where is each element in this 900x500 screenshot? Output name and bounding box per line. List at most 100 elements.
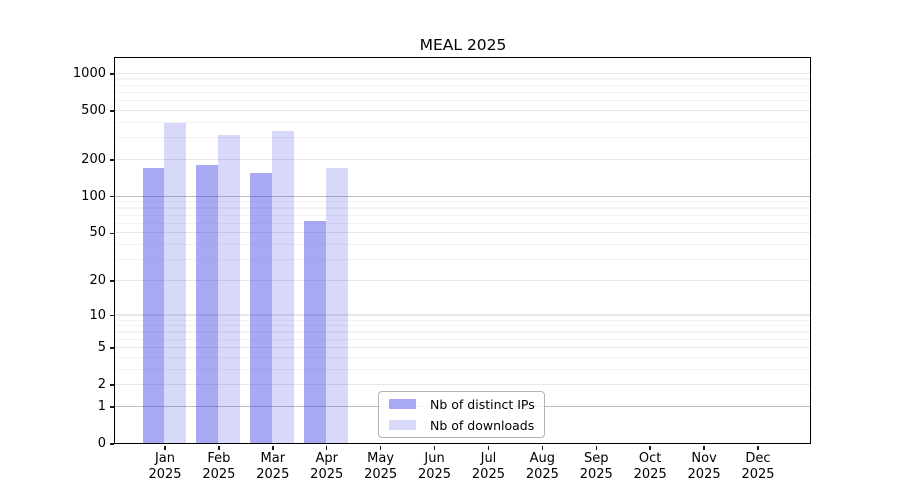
legend-item-downloads: Nb of downloads xyxy=(389,417,534,433)
x-tick-year: 2025 xyxy=(417,466,452,482)
gridline-major xyxy=(115,314,811,316)
legend: Nb of distinct IPs Nb of downloads xyxy=(378,391,545,438)
gridline-minor xyxy=(115,222,811,224)
plot-area xyxy=(114,57,812,445)
x-tick-year: 2025 xyxy=(525,466,559,482)
x-tick-month: Nov xyxy=(691,451,717,466)
gridline-minor xyxy=(115,100,811,102)
x-tick-year: 2025 xyxy=(148,466,182,482)
bar-distinct-ips-feb xyxy=(196,164,219,444)
x-tick-label-may: May 2025 xyxy=(364,451,397,482)
x-tick-month: Oct xyxy=(638,451,662,466)
legend-swatch-downloads xyxy=(389,420,416,430)
y-tick-mark xyxy=(110,280,115,282)
y-tick-label: 200 xyxy=(81,151,106,167)
x-tick-mark xyxy=(272,446,274,451)
y-tick-label: 10 xyxy=(89,307,106,323)
x-tick-month: Feb xyxy=(207,451,231,466)
gridline-major xyxy=(115,279,811,281)
x-tick-month: Mar xyxy=(260,451,286,466)
x-tick-month: Dec xyxy=(745,451,771,466)
x-tick-year: 2025 xyxy=(471,466,505,482)
gridline-minor xyxy=(115,356,811,358)
y-tick-label: 50 xyxy=(89,225,106,241)
x-tick-label-oct: Oct 2025 xyxy=(634,451,667,482)
x-tick-mark xyxy=(487,446,490,451)
gridline-minor xyxy=(115,258,811,261)
x-tick-year: 2025 xyxy=(579,466,613,482)
x-tick-mark xyxy=(757,446,759,451)
gridline-minor xyxy=(115,201,811,203)
gridline-minor xyxy=(115,121,811,123)
x-tick-label-jul: Jul 2025 xyxy=(472,451,505,482)
legend-label-downloads: Nb of downloads xyxy=(430,417,535,433)
bar-distinct-ips-mar xyxy=(250,172,273,444)
gridline-major xyxy=(115,346,811,348)
x-tick-month: Jul xyxy=(480,451,497,466)
gridline-minor xyxy=(115,319,811,321)
gridline-minor xyxy=(115,78,811,80)
bar-downloads-feb xyxy=(218,135,241,444)
x-tick-month: Apr xyxy=(315,451,338,466)
x-tick-label-apr: Apr 2025 xyxy=(310,451,343,482)
x-tick-label-jun: Jun 2025 xyxy=(418,451,451,482)
y-tick-mark xyxy=(110,110,115,112)
gridline-minor xyxy=(115,368,811,370)
bar-downloads-jan xyxy=(164,123,187,444)
x-tick-mark xyxy=(433,446,436,451)
bar-downloads-apr xyxy=(326,167,348,444)
y-tick-label: 1 xyxy=(97,398,106,414)
y-tick-label: 0 xyxy=(97,436,106,451)
gridline-minor xyxy=(115,91,811,93)
gridline-major xyxy=(115,109,811,111)
x-tick-year: 2025 xyxy=(633,466,667,482)
y-tick-mark xyxy=(110,314,115,317)
y-tick-label: 1000 xyxy=(72,65,106,81)
x-tick-label-sep: Sep 2025 xyxy=(580,451,613,482)
gridline-minor xyxy=(115,325,811,327)
x-tick-label-mar: Mar 2025 xyxy=(256,451,289,482)
x-tick-mark xyxy=(595,446,597,451)
x-tick-month: May xyxy=(367,451,395,466)
gridline-major xyxy=(115,384,811,386)
legend-item-distinct-ips: Nb of distinct IPs xyxy=(389,396,535,412)
gridline-major xyxy=(115,72,811,74)
x-tick-year: 2025 xyxy=(364,466,398,482)
x-tick-mark xyxy=(649,446,651,451)
y-tick-label: 500 xyxy=(81,103,106,118)
y-tick-mark xyxy=(110,443,115,445)
x-tick-year: 2025 xyxy=(741,466,775,482)
x-tick-year: 2025 xyxy=(202,466,236,482)
x-tick-mark xyxy=(218,446,220,451)
y-tick-mark xyxy=(110,406,115,408)
y-tick-label: 100 xyxy=(81,188,106,204)
x-tick-mark xyxy=(541,446,544,451)
x-tick-month: Sep xyxy=(584,451,609,466)
x-tick-label-nov: Nov 2025 xyxy=(688,451,721,482)
gridline-minor xyxy=(115,243,811,246)
x-tick-year: 2025 xyxy=(687,466,721,482)
x-tick-year: 2025 xyxy=(310,466,344,482)
y-tick-mark xyxy=(110,347,115,349)
gridline-emphasized xyxy=(115,195,811,197)
x-tick-label-dec: Dec 2025 xyxy=(741,451,774,482)
y-tick-label: 5 xyxy=(97,340,106,356)
x-tick-label-feb: Feb 2025 xyxy=(202,451,235,482)
y-tick-mark xyxy=(110,232,115,235)
x-tick-mark xyxy=(379,446,382,451)
gridline-minor xyxy=(115,207,811,209)
x-tick-mark xyxy=(164,446,166,451)
x-tick-month: Jun xyxy=(424,451,445,466)
y-tick-label: 2 xyxy=(97,377,106,393)
y-tick-mark xyxy=(110,196,115,198)
x-tick-label-aug: Aug 2025 xyxy=(526,451,559,482)
x-tick-mark xyxy=(703,446,705,451)
x-tick-month: Aug xyxy=(529,451,556,466)
gridline-major xyxy=(115,158,811,160)
y-tick-mark xyxy=(110,159,115,161)
bar-downloads-mar xyxy=(272,131,294,444)
bar-distinct-ips-apr xyxy=(304,221,327,444)
y-tick-label: 20 xyxy=(89,272,106,288)
gridline-minor xyxy=(115,331,811,333)
